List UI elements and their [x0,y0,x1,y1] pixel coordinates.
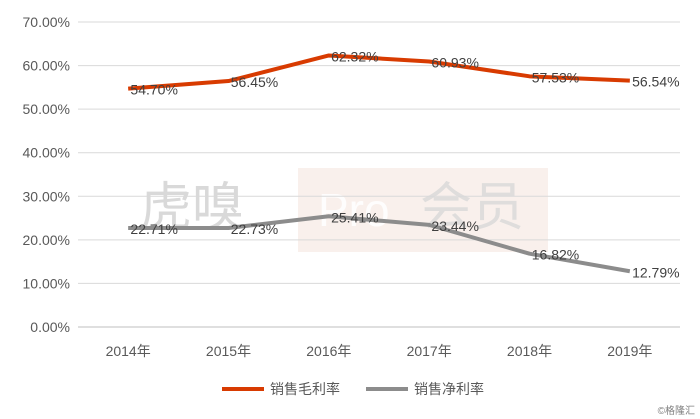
x-tick-label: 2019年 [607,343,652,359]
data-label: 25.41% [331,209,378,225]
watermark-text-badge: Pro [318,184,390,236]
legend-label: 销售毛利率 [270,381,340,397]
data-label: 23.44% [431,218,478,234]
x-axis-ticks: 2014年 2015年 2016年 2017年 2018年 2019年 [106,343,653,359]
data-label: 60.93% [431,55,478,71]
data-label: 22.73% [231,221,278,237]
y-tick-label: 40.00% [23,145,70,161]
gridlines [78,21,680,328]
y-tick-label: 10.00% [23,275,70,291]
watermark: 虎嗅 Pro 会员 [140,168,548,252]
data-label: 16.82% [532,247,579,263]
data-labels: 54.70% 56.45% 62.32% 60.93% 57.53% 56.54% 22.7… [130,48,679,280]
series-line-1 [128,53,630,91]
data-label: 22.71% [130,221,177,237]
data-label: 57.53% [532,69,579,85]
y-tick-label: 50.00% [23,101,70,117]
y-axis-ticks: 0.00% 10.00% 20.00% 30.00% 40.00% 50.00% 60.00… [23,14,70,335]
data-label: 56.45% [231,74,278,90]
watermark-badge [298,168,548,252]
y-tick-label: 0.00% [30,319,70,335]
x-tick-label: 2015年 [206,343,251,359]
data-label: 12.79% [632,264,679,280]
y-tick-label: 30.00% [23,188,70,204]
y-tick-label: 70.00% [23,14,70,30]
x-tick-label: 2014年 [106,343,151,359]
legend: 销售毛利率 销售净利率 [222,381,484,397]
data-label: 56.54% [632,74,679,90]
data-label: 62.32% [331,48,378,64]
x-tick-label: 2017年 [407,343,452,359]
series-lines [128,53,631,274]
data-label: 54.70% [130,82,177,98]
series-line-2 [128,214,631,274]
y-tick-label: 60.00% [23,58,70,74]
x-tick-label: 2016年 [306,343,351,359]
x-tick-label: 2018年 [507,343,552,359]
y-tick-label: 20.00% [23,232,70,248]
credit-text: ©格隆汇 [658,404,695,417]
legend-label: 销售净利率 [414,381,484,397]
